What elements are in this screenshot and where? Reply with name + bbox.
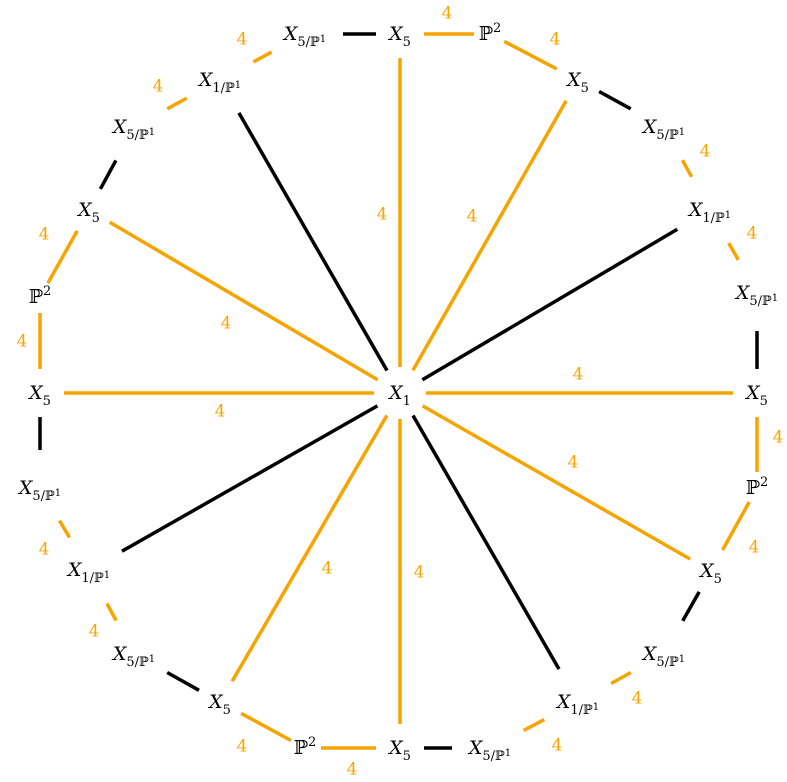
node-p_right: X5	[744, 382, 768, 409]
node-p_r3: X5/ℙ1	[641, 116, 685, 143]
edge-p_l4-p_l5	[57, 519, 72, 539]
edge-p_r1-p_r2	[503, 39, 558, 71]
edge-center-p_r2	[411, 100, 568, 372]
edge-label: 4	[550, 30, 561, 50]
node-p_r7: ℙ2	[746, 475, 769, 499]
node-p_r5: X5/ℙ1	[734, 282, 778, 309]
node-p_l1: ℙ2	[294, 735, 317, 759]
edge-label: 4	[237, 737, 248, 757]
node-p_l11: X5/ℙ1	[282, 23, 326, 50]
node-p_r9: X5/ℙ1	[641, 643, 685, 670]
edge-label: 4	[749, 538, 760, 558]
node-p_l2: X5	[207, 691, 231, 718]
node-p_r1: ℙ2	[479, 21, 502, 45]
nodes-layer: X1 X5 ℙ2 X5 X5/ℙ1 X1/ℙ1 X5/ℙ1 X5 ℙ2 X5 X5/ℙ1 X1/ℙ1 X…	[17, 21, 778, 764]
edge-p_l9-p_l10	[166, 96, 188, 111]
edge-p_r2-p_r3	[598, 89, 632, 111]
edge-p_r7-p_r8	[721, 501, 751, 551]
edge-label: 4	[573, 365, 584, 385]
edge-p_l3-p_l4	[105, 602, 118, 622]
node-p_l9: X5/ℙ1	[111, 116, 155, 143]
edge-center-p_l8	[108, 220, 379, 382]
node-p_top: X5	[387, 23, 411, 50]
edge-label: 4	[39, 540, 50, 560]
edge-p_r9-p_r10	[610, 670, 632, 686]
edge-label: 4	[89, 622, 100, 642]
edge-center-p_l4	[121, 404, 379, 553]
edge-labels-layer: 4 4 4 4 4 4 4 4 4 4 4 4 4 4 4 4 4 4 4 4 4 4 4 4	[17, 4, 784, 780]
node-p_l8: X5	[76, 199, 100, 226]
edge-label: 4	[39, 225, 50, 245]
edge-center-p_r8	[421, 404, 692, 561]
edge-p_r4-p_r5	[727, 242, 740, 261]
node-p_r2: X5	[565, 69, 589, 96]
edge-p_l10-p_l11	[252, 50, 273, 64]
edge-center-p_l10	[237, 112, 389, 372]
node-p_r8: X5	[698, 560, 722, 587]
edge-p_l8-p_l9	[98, 159, 118, 190]
edge-label: 4	[700, 142, 711, 162]
edge-label: 4	[552, 736, 563, 756]
edge-label: 4	[153, 77, 164, 97]
edges-layer	[38, 32, 759, 750]
edge-p_l7-p_l8	[46, 230, 79, 284]
edge-label: 4	[632, 689, 643, 709]
node-p_r11: X5/ℙ1	[467, 737, 511, 764]
edge-center-p_r4	[421, 227, 679, 382]
edge-p_l2-p_l3	[166, 670, 200, 692]
edge-label: 4	[17, 332, 28, 352]
edge-label: 4	[221, 314, 232, 334]
node-p_l4: X1/ℙ1	[66, 559, 110, 586]
edge-label: 4	[414, 563, 425, 583]
edge-label: 4	[347, 760, 358, 780]
edge-p_r8-p_r9	[681, 591, 701, 622]
edge-center-p_r10	[411, 414, 561, 670]
node-p_left: X5	[27, 382, 51, 409]
node-p_l3: X5/ℙ1	[111, 643, 155, 670]
edge-label: 4	[467, 207, 478, 227]
node-p_r10: X1/ℙ1	[555, 691, 599, 718]
node-p_bottom: X5	[387, 737, 411, 764]
edge-label: 4	[237, 30, 248, 50]
node-p_l5: X5/ℙ1	[17, 477, 61, 504]
edge-p_r10-p_r11	[522, 718, 546, 732]
node-p_r4: X1/ℙ1	[687, 199, 731, 226]
edge-center-p_l2	[230, 414, 389, 683]
edge-label: 4	[773, 428, 784, 448]
edge-label: 4	[215, 402, 226, 422]
edge-p_r3-p_r4	[680, 159, 694, 178]
edge-label: 4	[322, 559, 333, 579]
edge-label: 4	[377, 205, 388, 225]
node-center: X1	[387, 382, 411, 409]
node-p_l10: X1/ℙ1	[197, 69, 241, 96]
edge-label: 4	[568, 453, 579, 473]
edge-label: 4	[442, 4, 453, 24]
edge-p_l1-p_l2	[240, 711, 292, 742]
node-p_l7: ℙ2	[29, 284, 52, 308]
edge-label: 4	[747, 224, 758, 244]
